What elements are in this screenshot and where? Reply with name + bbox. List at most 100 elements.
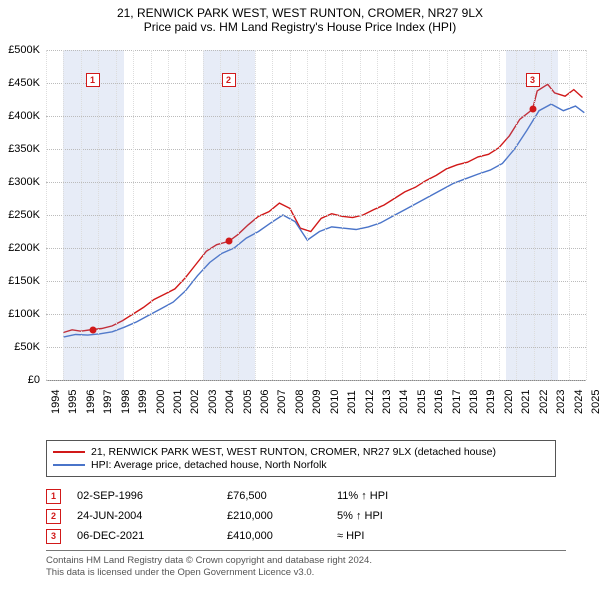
y-gridline: [46, 281, 586, 282]
x-gridline: [290, 50, 291, 380]
tx-delta: 11% ↑ HPI: [337, 490, 477, 502]
x-tick-label: 2014: [398, 390, 410, 414]
tx-delta: 5% ↑ HPI: [337, 510, 477, 522]
marker-number-3: 3: [526, 73, 540, 87]
y-tick-label: £200K: [0, 242, 40, 254]
x-gridline: [151, 50, 152, 380]
title-line-2: Price paid vs. HM Land Registry's House …: [0, 20, 600, 34]
y-gridline: [46, 149, 586, 150]
marker-number-1: 1: [86, 73, 100, 87]
legend-label: HPI: Average price, detached house, Nort…: [91, 459, 327, 471]
tx-price: £410,000: [227, 530, 337, 542]
x-gridline: [551, 50, 552, 380]
x-gridline: [569, 50, 570, 380]
y-gridline: [46, 50, 586, 51]
chart-title-block: 21, RENWICK PARK WEST, WEST RUNTON, CROM…: [0, 0, 600, 34]
x-gridline: [238, 50, 239, 380]
x-tick-label: 2001: [172, 390, 184, 414]
x-tick-label: 1996: [85, 390, 97, 414]
transaction-row: 2 24-JUN-2004£210,0005% ↑ HPI: [46, 506, 556, 526]
x-gridline: [272, 50, 273, 380]
x-tick-label: 2000: [155, 390, 167, 414]
tx-date: 24-JUN-2004: [77, 510, 227, 522]
x-gridline: [185, 50, 186, 380]
x-tick-label: 1995: [67, 390, 79, 414]
x-tick-label: 2022: [538, 390, 550, 414]
x-tick-label: 2010: [329, 390, 341, 414]
x-tick-label: 2020: [503, 390, 515, 414]
x-gridline: [325, 50, 326, 380]
y-tick-label: £150K: [0, 275, 40, 287]
marker-number-2: 2: [222, 73, 236, 87]
y-tick-label: £350K: [0, 143, 40, 155]
y-tick-label: £450K: [0, 77, 40, 89]
x-gridline: [46, 50, 47, 380]
tx-date: 02-SEP-1996: [77, 490, 227, 502]
y-tick-label: £50K: [0, 341, 40, 353]
chart: £0£50K£100K£150K£200K£250K£300K£350K£400…: [46, 50, 586, 410]
x-gridline: [116, 50, 117, 380]
plot-area: £0£50K£100K£150K£200K£250K£300K£350K£400…: [46, 50, 586, 381]
x-tick-label: 2023: [555, 390, 567, 414]
x-gridline: [586, 50, 587, 380]
x-gridline: [133, 50, 134, 380]
y-gridline: [46, 314, 586, 315]
y-gridline: [46, 380, 586, 381]
transaction-row: 102-SEP-1996£76,50011% ↑ HPI: [46, 486, 556, 506]
marker-dot-1: [89, 326, 96, 333]
tx-number-box: 1: [46, 489, 61, 504]
x-tick-label: 1998: [120, 390, 132, 414]
y-tick-label: £500K: [0, 44, 40, 56]
tx-delta: ≈ HPI: [337, 530, 477, 542]
x-gridline: [394, 50, 395, 380]
x-gridline: [377, 50, 378, 380]
y-gridline: [46, 116, 586, 117]
y-gridline: [46, 248, 586, 249]
marker-dot-2: [225, 238, 232, 245]
x-tick-label: 2011: [346, 390, 358, 414]
tx-date: 06-DEC-2021: [77, 530, 227, 542]
y-tick-label: £300K: [0, 176, 40, 188]
x-gridline: [464, 50, 465, 380]
x-gridline: [360, 50, 361, 380]
x-tick-label: 2016: [433, 390, 445, 414]
x-tick-label: 2019: [485, 390, 497, 414]
x-gridline: [307, 50, 308, 380]
x-gridline: [447, 50, 448, 380]
x-tick-label: 2018: [468, 390, 480, 414]
y-tick-label: £250K: [0, 209, 40, 221]
x-gridline: [481, 50, 482, 380]
x-tick-label: 1999: [137, 390, 149, 414]
x-tick-label: 2004: [224, 390, 236, 414]
y-tick-label: £100K: [0, 308, 40, 320]
x-gridline: [168, 50, 169, 380]
x-tick-label: 1997: [102, 390, 114, 414]
tx-price: £210,000: [227, 510, 337, 522]
tx-number-box: 2: [46, 509, 61, 524]
x-gridline: [342, 50, 343, 380]
x-tick-label: 2005: [242, 390, 254, 414]
x-gridline: [220, 50, 221, 380]
legend-row-hpi: HPI: Average price, detached house, Nort…: [53, 459, 549, 471]
x-gridline: [81, 50, 82, 380]
x-gridline: [63, 50, 64, 380]
x-tick-label: 2009: [311, 390, 323, 414]
x-tick-label: 2003: [207, 390, 219, 414]
legend: 21, RENWICK PARK WEST, WEST RUNTON, CROM…: [46, 440, 556, 477]
y-gridline: [46, 182, 586, 183]
x-tick-label: 2017: [451, 390, 463, 414]
x-gridline: [499, 50, 500, 380]
marker-dot-3: [529, 106, 536, 113]
footnote-line-2: This data is licensed under the Open Gov…: [46, 567, 566, 579]
y-tick-label: £400K: [0, 110, 40, 122]
footnote-line-1: Contains HM Land Registry data © Crown c…: [46, 555, 566, 567]
y-gridline: [46, 215, 586, 216]
x-tick-label: 2007: [276, 390, 288, 414]
x-gridline: [203, 50, 204, 380]
x-tick-label: 2012: [364, 390, 376, 414]
x-tick-label: 2006: [259, 390, 271, 414]
x-tick-label: 2015: [416, 390, 428, 414]
x-gridline: [98, 50, 99, 380]
y-gridline: [46, 83, 586, 84]
x-tick-label: 2013: [381, 390, 393, 414]
